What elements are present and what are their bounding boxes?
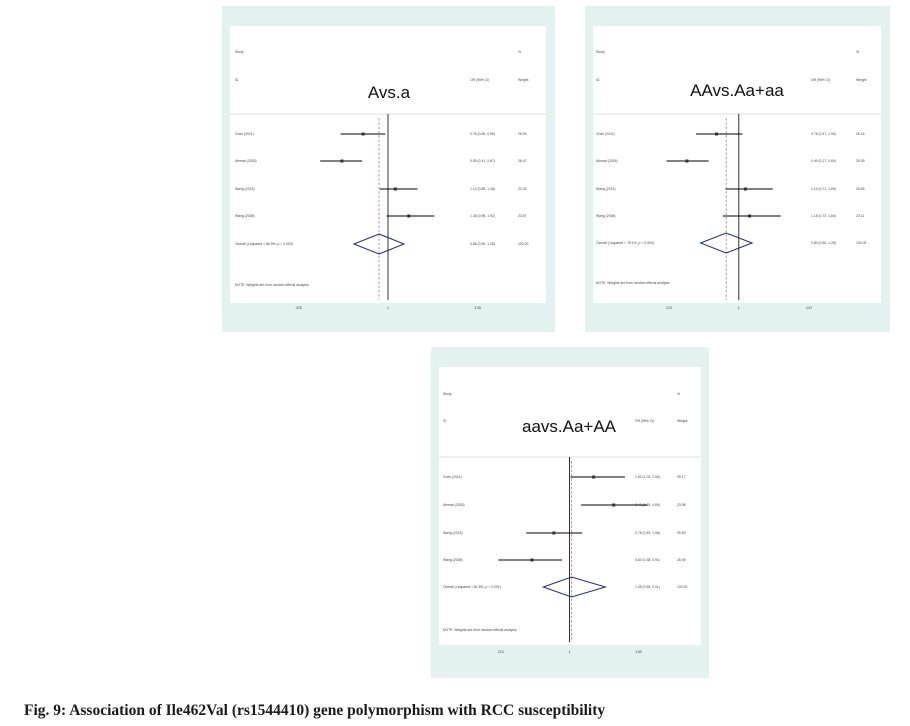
study-or-ci: 1.60 (1.03, 2.50): [635, 475, 660, 479]
effect-size-marker: [530, 558, 534, 562]
header-or: OR (95% CI): [635, 419, 654, 423]
study-or-ci: 1.15 (0.72, 1.84): [811, 214, 836, 218]
x-tick-label: 1: [387, 306, 389, 310]
header-study: Study: [596, 50, 605, 54]
overall-label: Overall (I-squared = 78.1%, p = 0.003): [596, 241, 654, 245]
overall-diamond: [541, 576, 608, 598]
study-or-ci: 1.12 (0.88, 1.48): [470, 187, 495, 191]
x-tick-label: .213: [497, 650, 504, 654]
forest-plot-1: Study ID OR (95% CI)% Weight Avs.a Chen (2011…: [230, 26, 546, 310]
study-or-ci: 1.38 (0.98, 1.92): [470, 214, 495, 218]
overall-weight: 100.00: [677, 585, 687, 589]
weights-note: NOTE: Weights are from random effects an…: [443, 628, 517, 632]
study-weight: 23.11: [856, 214, 864, 218]
overall-diamond: [699, 232, 754, 254]
study-label: Wang (2008): [235, 214, 254, 218]
overall-diamond: [352, 233, 406, 255]
study-weight: 26.06: [677, 558, 686, 562]
x-tick-label: .215: [665, 306, 672, 310]
overall-label: Overall (I-squared = 86.9%, p = 0.000): [235, 242, 293, 246]
weights-note: NOTE: Weights are from random effects an…: [235, 283, 309, 287]
x-tick-label: 3.08: [474, 306, 481, 310]
study-or-ci: 0.60 (0.38, 0.91): [635, 558, 660, 562]
overall-or-ci: 1.05 (0.55, 2.01): [635, 585, 660, 589]
study-weight: 25.17: [677, 475, 686, 479]
overall-weight: 100.00: [856, 241, 866, 245]
figure-caption: Fig. 9: Association of Ile462Val (rs1544…: [24, 702, 606, 719]
study-weight: 23.57: [518, 214, 527, 218]
effect-size-marker: [715, 132, 719, 136]
study-weight: 26.47: [518, 159, 527, 163]
x-tick-label: 4.67: [806, 306, 813, 310]
study-label: Ahmad (2015): [596, 159, 618, 163]
header-percent: %: [677, 392, 680, 396]
header-weight: Weight: [518, 78, 529, 82]
effect-size-marker: [407, 214, 411, 218]
study-label: Wang (2008): [443, 558, 462, 562]
chart-title: Avs.a: [368, 83, 411, 102]
study-label: Chen (2011): [596, 132, 615, 136]
header-weight: Weight: [677, 419, 688, 423]
study-weight: 25.09: [856, 159, 865, 163]
study-or-ci: 0.40 (0.27, 0.60): [811, 159, 836, 163]
study-or-ci: 0.78 (0.49, 1.08): [635, 531, 660, 535]
effect-size-marker: [685, 159, 689, 163]
effect-size-marker: [748, 214, 752, 218]
effect-size-marker: [612, 503, 616, 507]
forest-plot-3: Study ID OR (95% CI)% Weight aavs.Aa+AA Chen …: [439, 367, 701, 654]
plot-area: [439, 367, 701, 645]
study-or-ci: 2.42 (1.25, 4.69): [635, 503, 660, 507]
study-label: Wang (2013): [443, 531, 462, 535]
x-tick-label: 4.69: [635, 650, 642, 654]
study-or-ci: 0.50 (0.41, 0.67): [470, 159, 495, 163]
study-weight: 23.08: [677, 503, 686, 507]
study-label: Wang (2013): [596, 187, 615, 191]
header-percent: %: [518, 50, 521, 54]
header-id: ID: [235, 78, 239, 82]
study-weight: 25.69: [677, 531, 686, 535]
effect-size-marker: [552, 531, 556, 535]
header-or: OR (95% CI): [470, 78, 489, 82]
study-label: Chen (2011): [235, 132, 254, 136]
study-weight: 26.93: [518, 132, 527, 136]
effect-size-marker: [393, 187, 397, 191]
study-weight: 25.65: [856, 187, 865, 191]
forest-plot-panel-2: Study ID OR (95% CI)% Weight AAvs.Aa+aa Chen …: [585, 6, 890, 332]
study-label: Wang (2013): [235, 187, 254, 191]
overall-weight: 100.00: [518, 242, 528, 246]
study-or-ci: 1.10 (0.71, 1.69): [811, 187, 836, 191]
study-label: Ahmad (2015): [443, 503, 465, 507]
forest-plot-panel-1: Study ID OR (95% CI)% Weight Avs.a Chen (2011…: [222, 6, 555, 332]
study-label: Chen (2011): [443, 475, 462, 479]
effect-size-marker: [340, 159, 344, 163]
header-or: OR (95% CI): [811, 78, 830, 82]
plot-area: [593, 26, 881, 303]
header-percent: %: [856, 50, 859, 54]
x-tick-label: 1: [738, 306, 740, 310]
header-id: ID: [596, 78, 600, 82]
forest-plot-2: Study ID OR (95% CI)% Weight AAvs.Aa+aa Chen …: [593, 26, 881, 310]
effect-size-marker: [361, 132, 365, 136]
study-weight: 23.03: [518, 187, 527, 191]
header-study: Study: [235, 50, 244, 54]
chart-title: aavs.Aa+AA: [522, 417, 617, 436]
study-weight: 26.16: [856, 132, 865, 136]
x-tick-label: 1: [569, 650, 571, 654]
study-label: Wang (2008): [596, 214, 615, 218]
weights-note: NOTE: Weights are from random effects an…: [596, 281, 670, 285]
header-id: ID: [443, 419, 447, 423]
study-or-ci: 0.76 (0.60, 0.96): [470, 132, 495, 136]
x-tick-label: .325: [295, 306, 302, 310]
header-study: Study: [443, 392, 452, 396]
header-weight: Weight: [856, 78, 867, 82]
overall-or-ci: 0.86 (0.59, 1.28): [470, 242, 495, 246]
study-label: Ahmad (2015): [235, 159, 257, 163]
overall-label: Overall (I-squared = 81.8%, p = 0.001): [443, 585, 501, 589]
forest-plot-panel-3: Study ID OR (95% CI)% Weight aavs.Aa+AA Chen …: [431, 347, 709, 678]
chart-title: AAvs.Aa+aa: [690, 81, 784, 100]
effect-size-marker: [592, 475, 596, 479]
study-or-ci: 0.76 (0.47, 1.06): [811, 132, 836, 136]
overall-or-ci: 0.80 (0.50, 1.28): [811, 241, 836, 245]
effect-size-marker: [743, 187, 747, 191]
